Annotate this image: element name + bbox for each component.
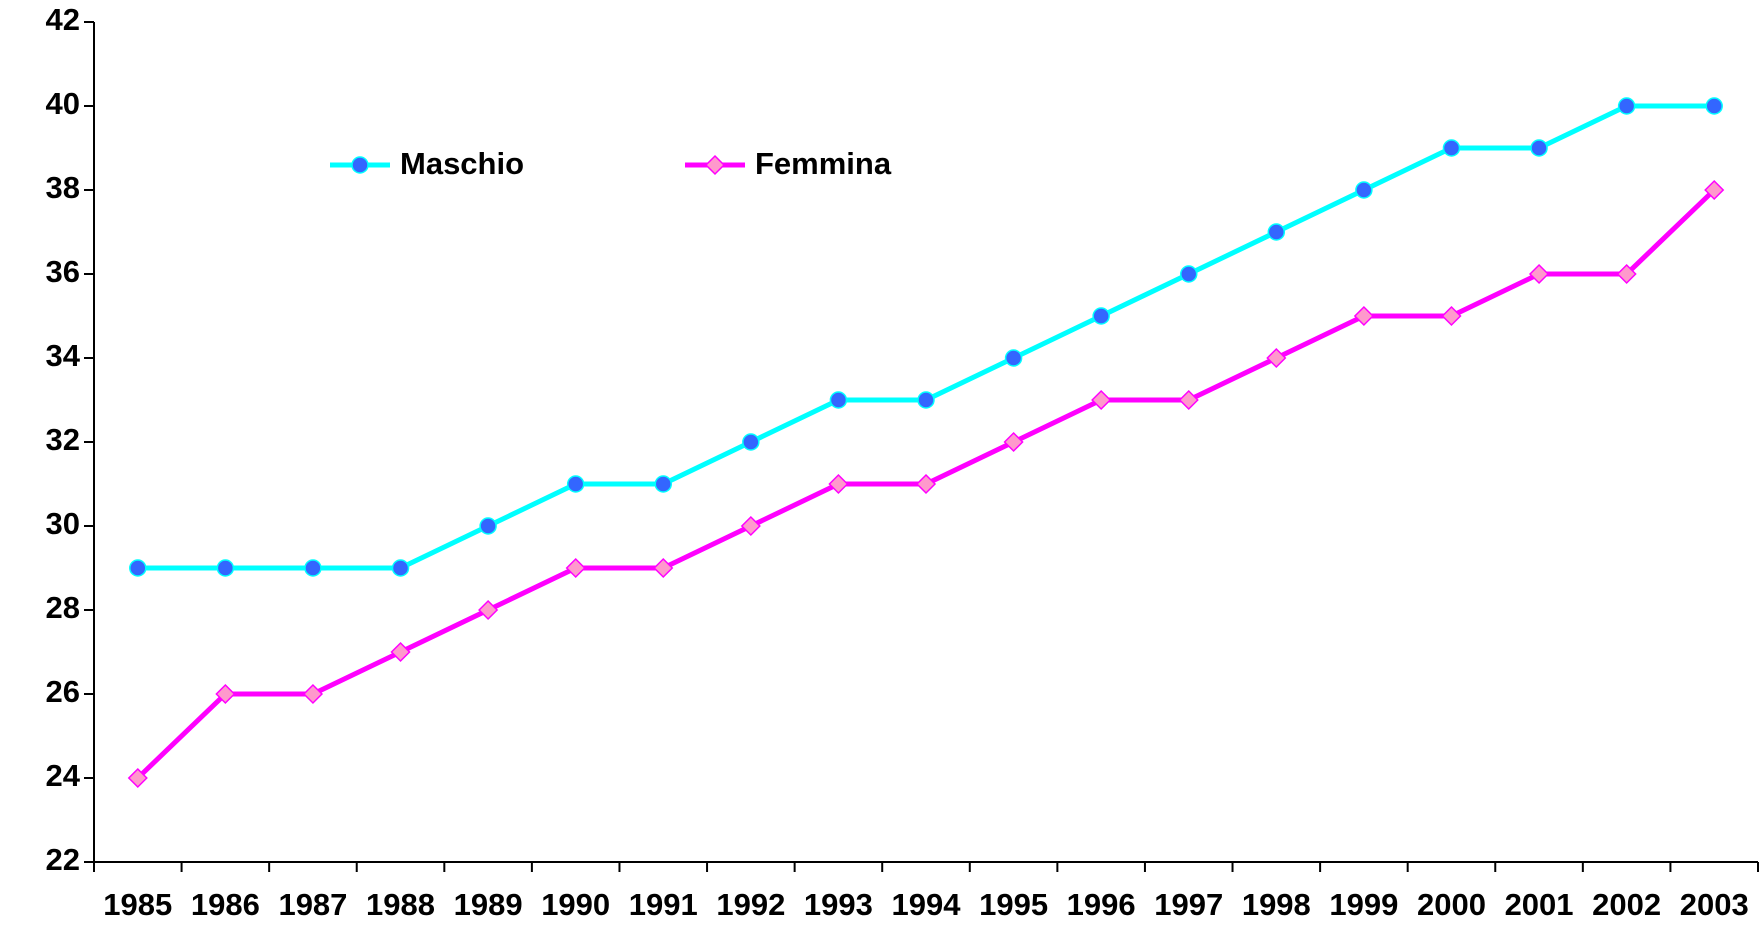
y-tick-label: 26 — [46, 674, 80, 709]
point — [1092, 307, 1110, 325]
point — [1442, 139, 1461, 157]
x-tick-label: 2003 — [1680, 887, 1749, 922]
point — [1266, 347, 1287, 369]
point — [304, 559, 322, 577]
y-tick-label: 38 — [46, 170, 80, 205]
y-tick-label: 24 — [46, 758, 81, 793]
x-tick-label: 1989 — [454, 887, 523, 922]
point — [1004, 349, 1023, 367]
point — [1704, 179, 1725, 201]
point — [566, 475, 585, 493]
point — [1355, 181, 1373, 199]
point — [1353, 305, 1374, 327]
x-tick-label: 1987 — [278, 887, 347, 922]
x-tick-label: 1993 — [804, 887, 873, 922]
x-tick-label: 1985 — [103, 887, 172, 922]
legend-marker — [351, 156, 369, 174]
point — [565, 557, 586, 579]
x-tick-label: 1990 — [541, 887, 610, 922]
x-tick-label: 1992 — [716, 887, 785, 922]
x-tick-label: 1991 — [629, 887, 698, 922]
x-tick-label: 2002 — [1592, 887, 1661, 922]
point — [391, 559, 410, 577]
point — [1528, 263, 1550, 285]
y-tick-label: 28 — [46, 590, 80, 625]
x-tick-label: 1998 — [1242, 887, 1311, 922]
x-tick-label: 1986 — [191, 887, 260, 922]
point — [215, 683, 236, 705]
x-tick-label: 1988 — [366, 887, 435, 922]
point — [742, 433, 760, 451]
point — [478, 599, 499, 621]
x-tick-label: 1995 — [979, 887, 1048, 922]
point — [1530, 139, 1548, 157]
point — [129, 559, 147, 577]
point — [740, 515, 761, 537]
point — [917, 391, 935, 409]
point — [302, 683, 324, 705]
point — [828, 473, 849, 495]
point — [1179, 265, 1198, 283]
x-tick-label: 1997 — [1154, 887, 1223, 922]
point — [390, 641, 411, 663]
y-tick-label: 36 — [46, 254, 80, 289]
x-tick-label: 1994 — [892, 887, 962, 922]
point — [1441, 305, 1462, 327]
y-tick-label: 40 — [46, 86, 80, 121]
point — [829, 391, 848, 409]
point — [1267, 223, 1286, 241]
series-line — [137, 103, 1715, 571]
legend-label: Femmina — [755, 146, 892, 181]
point — [1091, 389, 1112, 411]
point — [1616, 263, 1637, 285]
x-tick-label: 1996 — [1067, 887, 1136, 922]
y-tick-label: 30 — [46, 506, 80, 541]
point — [1617, 97, 1636, 115]
point — [653, 557, 674, 579]
point — [1705, 97, 1723, 115]
y-tick-label: 34 — [46, 338, 81, 373]
legend-label: Maschio — [400, 146, 524, 181]
point — [1178, 389, 1199, 411]
legend-marker — [704, 154, 726, 176]
point — [216, 559, 235, 577]
x-tick-label: 2001 — [1505, 887, 1574, 922]
point — [127, 767, 148, 789]
y-tick-label: 32 — [46, 422, 80, 457]
x-tick-label: 2000 — [1417, 887, 1486, 922]
y-tick-label: 22 — [46, 842, 80, 877]
x-tick-label: 1999 — [1329, 887, 1398, 922]
point — [1003, 431, 1024, 453]
point — [654, 475, 673, 493]
point — [915, 473, 937, 495]
y-tick-label: 42 — [46, 2, 80, 37]
point — [479, 517, 497, 535]
